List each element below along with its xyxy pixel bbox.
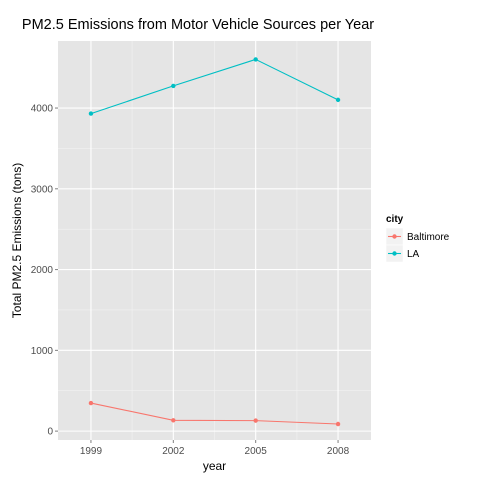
y-tick-label: 1000 bbox=[31, 346, 54, 357]
y-axis-title: Total PM2.5 Emissions (tons) bbox=[10, 163, 24, 318]
data-point-la bbox=[171, 83, 176, 89]
series-line-baltimore bbox=[90, 402, 339, 425]
y-tick-label: 2000 bbox=[31, 265, 54, 276]
x-tick-label: 2005 bbox=[245, 446, 268, 457]
legend-title: city bbox=[386, 214, 404, 225]
data-point-la bbox=[335, 97, 341, 103]
legend: city Baltimore LA bbox=[385, 214, 450, 263]
data-point-la bbox=[253, 57, 258, 62]
legend-items: Baltimore LA bbox=[385, 227, 450, 263]
axis-layer: 0 1000 2000 3000 4000 1999 2002 2005 2008 bbox=[31, 104, 350, 457]
data-point-la bbox=[88, 111, 94, 116]
chart-title: PM2.5 Emissions from Motor Vehicle Sourc… bbox=[22, 17, 374, 33]
data-point-baltimore bbox=[171, 418, 176, 423]
grid-layer bbox=[58, 41, 371, 440]
legend-label-baltimore: Baltimore bbox=[407, 232, 450, 243]
data-point-baltimore bbox=[88, 400, 94, 406]
legend-label-la: LA bbox=[407, 249, 420, 260]
legend-point-baltimore bbox=[392, 234, 397, 239]
y-tick-label: 0 bbox=[47, 427, 53, 438]
data-point-baltimore bbox=[253, 418, 258, 423]
series-line-la bbox=[90, 58, 339, 115]
series-layer bbox=[88, 57, 341, 427]
x-tick-label: 2002 bbox=[162, 446, 185, 457]
x-axis-title: year bbox=[203, 459, 226, 473]
x-tick-label: 1999 bbox=[80, 446, 103, 457]
data-point-baltimore bbox=[335, 421, 341, 427]
legend-point-la bbox=[392, 251, 397, 256]
y-tick-label: 4000 bbox=[31, 104, 54, 115]
x-tick-label: 2008 bbox=[327, 446, 350, 457]
y-tick-label: 3000 bbox=[31, 184, 54, 195]
